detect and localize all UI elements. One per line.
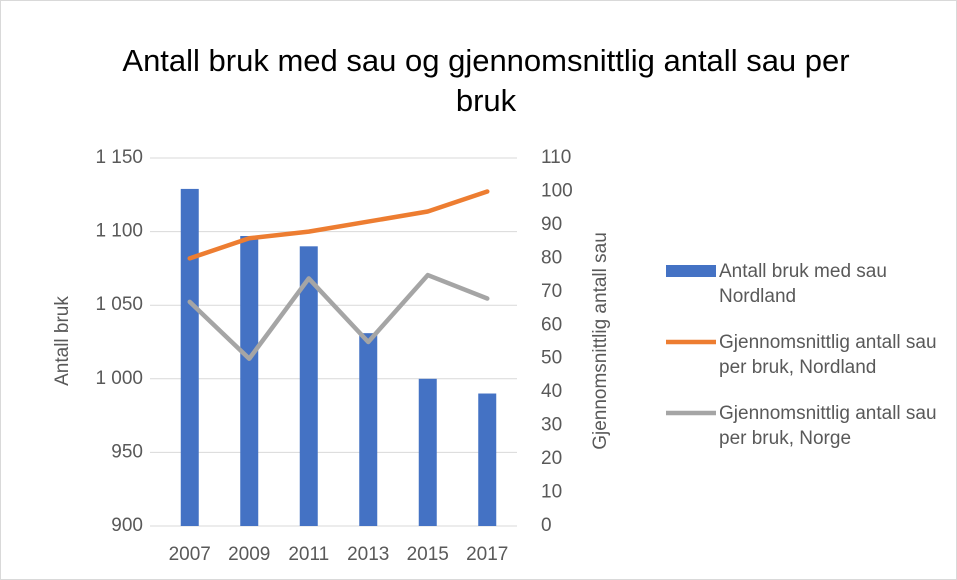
y2-tick-label: 60 xyxy=(541,314,562,335)
legend-label: Antall bruk med sau Nordland xyxy=(719,261,887,307)
y2-tick-label: 100 xyxy=(541,180,573,201)
bar xyxy=(180,188,199,527)
y-tick-label: 1 150 xyxy=(95,147,143,168)
y2-tick-label: 80 xyxy=(541,247,562,268)
line xyxy=(187,189,490,261)
y-tick-label: 1 000 xyxy=(95,368,143,389)
y2-tick-label: 70 xyxy=(541,281,562,302)
x-tick-label: 2013 xyxy=(347,544,389,565)
chart-title: Antall bruk med sau og gjennomsnittlig a… xyxy=(122,43,850,118)
x-tick-label: 2017 xyxy=(466,544,508,565)
bar xyxy=(478,393,497,526)
y2-tick-label: 10 xyxy=(541,482,562,503)
y2-tick-label: 20 xyxy=(541,448,562,469)
y-tick-label: 1 050 xyxy=(95,294,143,315)
bar xyxy=(418,378,437,526)
legend-swatch xyxy=(666,265,716,277)
y2-tick-label: 40 xyxy=(541,381,562,402)
bar xyxy=(299,246,318,526)
y2-tick-label: 0 xyxy=(541,515,552,536)
y2-tick-label: 30 xyxy=(541,415,562,436)
y2-tick-label: 50 xyxy=(541,348,562,369)
legend-label: Gjennomsnittlig antall sau per bruk, Nor… xyxy=(719,403,937,449)
x-tick-label: 2007 xyxy=(169,544,211,565)
y-axis-title: Antall bruk xyxy=(52,296,73,386)
y2-tick-label: 90 xyxy=(541,214,562,235)
y-tick-label: 900 xyxy=(111,515,143,536)
y-tick-label: 950 xyxy=(111,441,143,462)
x-tick-label: 2015 xyxy=(407,544,449,565)
y2-tick-label: 110 xyxy=(541,147,571,168)
x-tick-label: 2011 xyxy=(288,544,329,565)
legend-label: Gjennomsnittlig antall sau per bruk, Nor… xyxy=(719,332,937,378)
y2-axis-title: Gjennomsnittlig antall sau xyxy=(590,232,611,450)
x-tick-label: 2009 xyxy=(228,544,270,565)
line xyxy=(187,272,490,361)
y-tick-label: 1 100 xyxy=(95,221,143,242)
bar xyxy=(359,333,378,526)
bar xyxy=(240,236,259,527)
